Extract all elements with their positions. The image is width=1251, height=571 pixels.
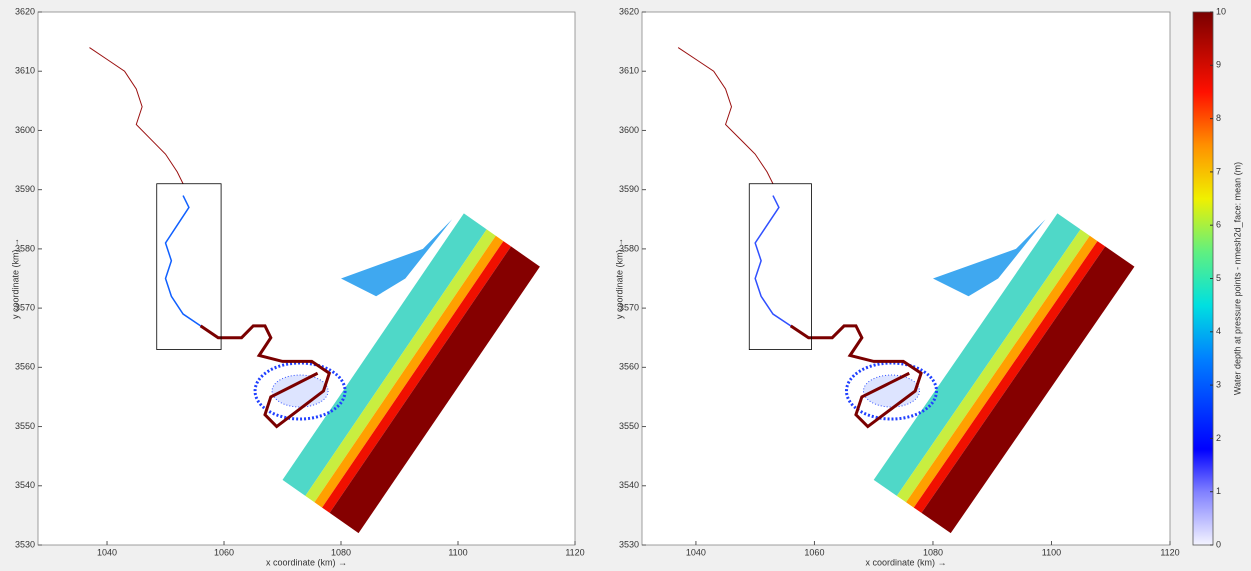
x-tick-label: 1060 xyxy=(214,547,234,557)
colorbar-tick-label: 7 xyxy=(1216,166,1221,176)
x-tick-label: 1040 xyxy=(686,547,706,557)
y-axis-label: y coordinate (km) → xyxy=(10,238,20,319)
y-axis-label: y coordinate (km) → xyxy=(614,238,624,319)
y-tick-label: 3620 xyxy=(619,6,639,16)
y-tick-label: 3530 xyxy=(15,539,35,549)
y-tick-label: 3530 xyxy=(619,539,639,549)
colorbar-tick-label: 10 xyxy=(1216,6,1226,16)
y-tick-label: 3560 xyxy=(15,362,35,372)
colorbar-tick-label: 9 xyxy=(1216,60,1221,70)
y-tick-label: 3560 xyxy=(619,362,639,372)
colorbar-tick-label: 8 xyxy=(1216,113,1221,123)
y-tick-label: 3540 xyxy=(15,480,35,490)
colorbar-tick-label: 4 xyxy=(1216,326,1221,336)
map-panel xyxy=(642,12,1170,545)
map-panel xyxy=(38,12,575,545)
x-tick-label: 1120 xyxy=(1160,547,1179,557)
colorbar-tick-label: 6 xyxy=(1216,220,1221,230)
y-tick-label: 3550 xyxy=(15,421,35,431)
x-tick-label: 1120 xyxy=(565,547,584,557)
y-tick-label: 3600 xyxy=(619,125,639,135)
y-tick-label: 3590 xyxy=(619,184,639,194)
colorbar-label: Water depth at pressure points - nmesh2d… xyxy=(1232,162,1242,395)
x-tick-label: 1040 xyxy=(97,547,117,557)
x-tick-label: 1080 xyxy=(331,547,351,557)
y-tick-label: 3600 xyxy=(15,125,35,135)
x-tick-label: 1060 xyxy=(804,547,824,557)
colorbar-tick-label: 3 xyxy=(1216,379,1221,389)
x-axis-label: x coordinate (km) → xyxy=(266,557,347,567)
x-tick-label: 1100 xyxy=(1042,547,1061,557)
colorbar-tick-label: 2 xyxy=(1216,433,1221,443)
y-tick-label: 3590 xyxy=(15,184,35,194)
x-tick-label: 1100 xyxy=(448,547,467,557)
y-tick-label: 3610 xyxy=(619,66,639,76)
figure: 1040 1060 1080 1100 1120 3530 3540 3550 3560 3 5 7 0… xyxy=(0,0,1251,571)
colorbar-tick-label: 5 xyxy=(1216,273,1221,283)
colorbar-tick-label: 0 xyxy=(1216,539,1221,549)
y-tick-label: 3610 xyxy=(15,66,35,76)
y-tick-label: 3550 xyxy=(619,421,639,431)
x-tick-label: 1080 xyxy=(923,547,943,557)
y-tick-label: 3620 xyxy=(15,6,35,16)
x-axis-label: x coordinate (km) → xyxy=(865,557,946,567)
y-tick-label: 3540 xyxy=(619,480,639,490)
colorbar-tick-label: 1 xyxy=(1216,486,1221,496)
